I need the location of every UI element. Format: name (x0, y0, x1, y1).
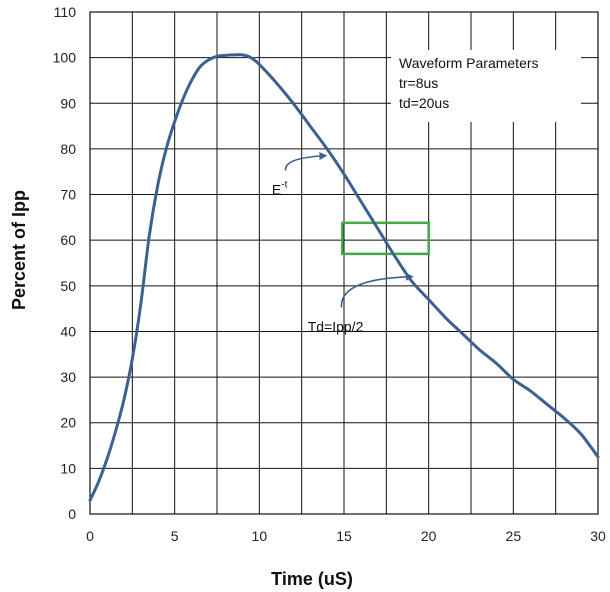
annotation-label-0: E-t (272, 180, 288, 198)
x-tick-label: 20 (421, 528, 437, 544)
annotation-arrow-0 (284, 152, 328, 171)
y-tick-label: 60 (60, 232, 76, 248)
grid (89, 11, 599, 515)
highlight-rect (341, 221, 430, 256)
series-line-0 (88, 53, 600, 502)
y-tick-label: 10 (60, 460, 76, 476)
legend-box-frame (391, 50, 581, 122)
x-tick-label: 30 (590, 528, 606, 544)
series-layer (88, 53, 600, 502)
y-tick-label: 80 (60, 141, 76, 157)
y-tick-label: 0 (68, 506, 76, 522)
annotation-text-0: E (272, 182, 281, 198)
annotation-arrow-1 (340, 272, 414, 308)
annotation-text-1: Td=Ipp/2 (308, 318, 364, 334)
y-tick-label: 100 (53, 50, 77, 66)
x-tick-label: 25 (506, 528, 522, 544)
legend-box-line-2: td=20us (399, 95, 449, 111)
x-tick-label: 15 (336, 528, 352, 544)
legend-box: Waveform Parameters tr=8us td=20us (391, 50, 581, 122)
annotation-label-1: Td=Ipp/2 (308, 318, 364, 334)
y-tick-label: 110 (54, 4, 77, 20)
x-axis-title: Time (uS) (271, 569, 353, 589)
y-tick-label: 20 (60, 415, 76, 431)
plot-frame (89, 11, 599, 515)
y-tick-label: 70 (60, 187, 76, 203)
y-tick-label: 50 (60, 278, 76, 294)
legend-box-line-1: tr=8us (399, 75, 438, 91)
y-tick-label: 90 (60, 95, 76, 111)
x-tick-labels: 0 5 10 15 20 25 30 (86, 528, 606, 544)
y-tick-labels: 0 10 20 30 40 50 60 70 80 90 100 110 (53, 4, 77, 522)
y-tick-label: 30 (60, 369, 76, 385)
annotation-superscript-0: -t (281, 180, 287, 191)
annotation-layer: E-t Td=Ipp/2 (272, 152, 414, 334)
y-axis-title: Percent of Ipp (9, 190, 29, 310)
legend-box-title: Waveform Parameters (399, 55, 539, 71)
x-tick-label: 5 (171, 528, 179, 544)
x-tick-label: 0 (86, 528, 94, 544)
highlight-layer (341, 221, 430, 256)
x-tick-label: 10 (252, 528, 268, 544)
y-tick-label: 40 (60, 323, 76, 339)
